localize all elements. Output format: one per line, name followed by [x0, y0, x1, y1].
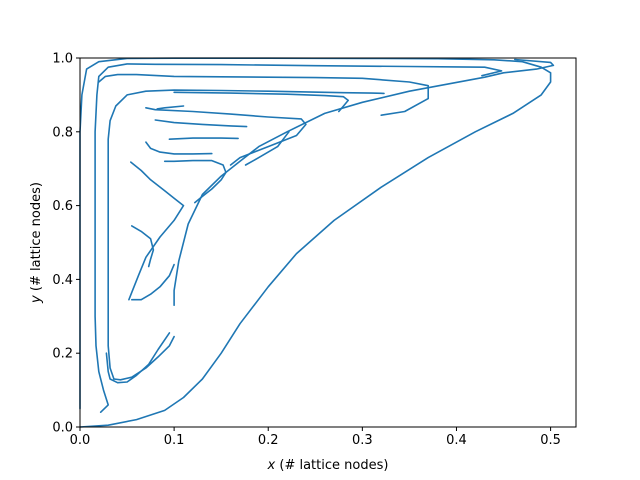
streamline-11 [244, 131, 290, 166]
y-tick-label: 0.8 [52, 125, 73, 140]
streamline-17 [131, 225, 155, 268]
x-tick-label: 0.1 [164, 433, 185, 448]
y-tick-label: 0.2 [52, 347, 73, 362]
streamline-14 [163, 159, 227, 204]
streamline-8 [145, 107, 307, 166]
plot-frame [79, 57, 577, 428]
y-tick-label: 1.0 [52, 52, 73, 67]
y-tick-label: 0.0 [52, 421, 73, 436]
x-tick-label: 0.4 [446, 433, 467, 448]
axis-ticks-group: 0.0 0.1 0.2 0.3 0.4 0.5 0.0 0.2 0.4 0.6 0.8 1.0 [52, 52, 561, 449]
streamline-12 [168, 137, 239, 140]
x-tick-label: 0.3 [352, 433, 373, 448]
x-tick-label: 0.0 [70, 433, 91, 448]
streamline-9 [156, 105, 185, 110]
streamline-13 [145, 141, 213, 155]
y-tick-label: 0.6 [52, 199, 73, 214]
y-tick-label: 0.4 [52, 273, 73, 288]
x-tick-label: 0.2 [258, 433, 279, 448]
streamline-4 [98, 73, 429, 116]
streamlines-group [79, 57, 555, 428]
streamline-16 [131, 263, 175, 301]
streamline-6 [113, 335, 175, 381]
streamline-1 [79, 57, 552, 428]
x-tick-label: 0.5 [540, 433, 561, 448]
x-axis-label: x (# lattice nodes) [267, 458, 389, 473]
streamline-5 [107, 89, 385, 380]
streamline-7 [173, 91, 349, 113]
streamline-2 [173, 58, 555, 306]
streamline-10 [154, 119, 248, 128]
streamline-18 [105, 332, 171, 384]
y-axis-label: y (# lattice nodes) [29, 182, 44, 304]
streamline-3 [94, 63, 503, 413]
streamline-15 [128, 161, 185, 301]
